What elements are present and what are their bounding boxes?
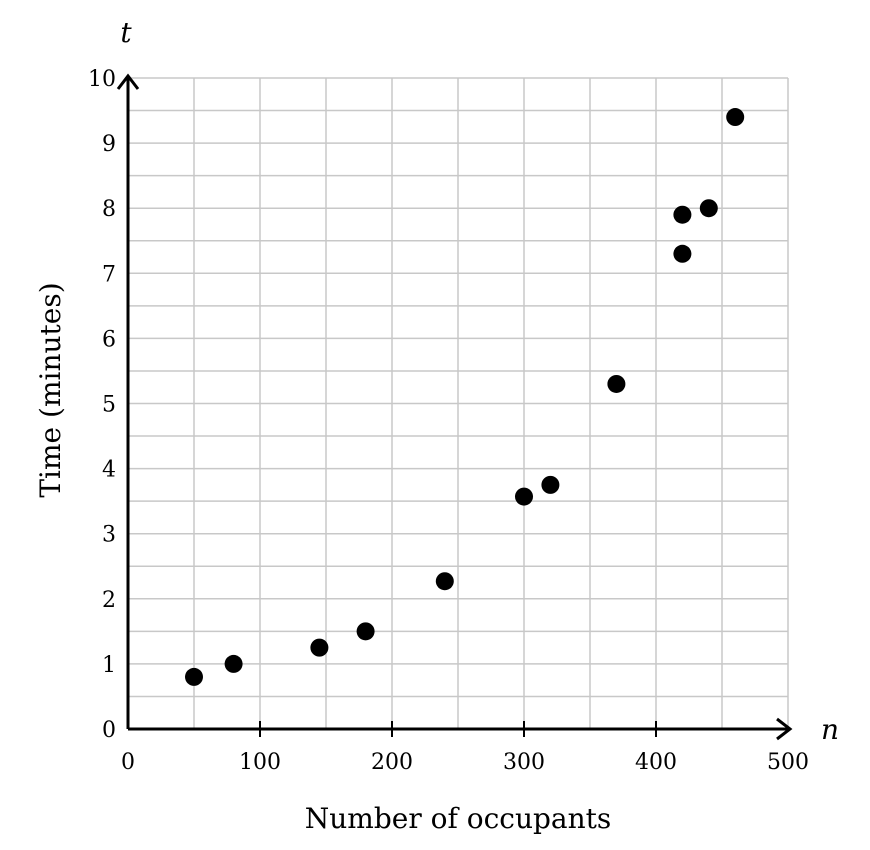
y-tick-label: 0 (102, 718, 116, 743)
data-point (673, 205, 692, 224)
data-point (435, 572, 454, 591)
x-tick-label: 300 (503, 750, 545, 775)
axes (116, 73, 793, 741)
tick-marks (259, 721, 657, 737)
x-tick-label: 0 (121, 750, 135, 775)
y-tick-label: 1 (102, 653, 116, 678)
data-point (310, 638, 329, 657)
data-point (699, 199, 718, 218)
x-tick-label: 200 (371, 750, 413, 775)
data-point (356, 622, 375, 641)
y-tick-label: 6 (102, 327, 116, 352)
x-axis-arrowhead (776, 717, 793, 741)
y-tick-labels: 0 1 2 3 4 5 6 7 8 9 10 (88, 67, 116, 743)
data-point (185, 667, 203, 686)
data-point (673, 244, 692, 263)
y-tick-label: 10 (88, 67, 116, 92)
x-axis-variable: n (821, 713, 839, 746)
y-axis-title: Time (minutes) (34, 282, 67, 497)
y-tick-label: 7 (102, 262, 116, 287)
data-point (726, 108, 745, 127)
y-axis-arrowhead (116, 73, 140, 90)
data-points (185, 108, 745, 686)
data-point (607, 374, 626, 393)
x-axis-title: Number of occupants (305, 802, 612, 835)
data-point (541, 475, 560, 494)
y-tick-label: 3 (102, 523, 116, 548)
grid (128, 77, 789, 729)
x-tick-label: 500 (767, 750, 809, 775)
x-tick-label: 100 (239, 750, 281, 775)
x-tick-labels: 0 100 200 300 400 500 (121, 750, 809, 775)
y-tick-label: 2 (102, 588, 116, 613)
y-tick-label: 4 (102, 458, 116, 483)
y-tick-label: 8 (102, 197, 116, 222)
y-tick-label: 9 (102, 132, 116, 157)
x-tick-label: 400 (635, 750, 677, 775)
data-point (224, 654, 243, 673)
y-axis-variable: t (120, 16, 132, 49)
data-point (515, 487, 533, 506)
y-tick-label: 5 (102, 393, 116, 418)
